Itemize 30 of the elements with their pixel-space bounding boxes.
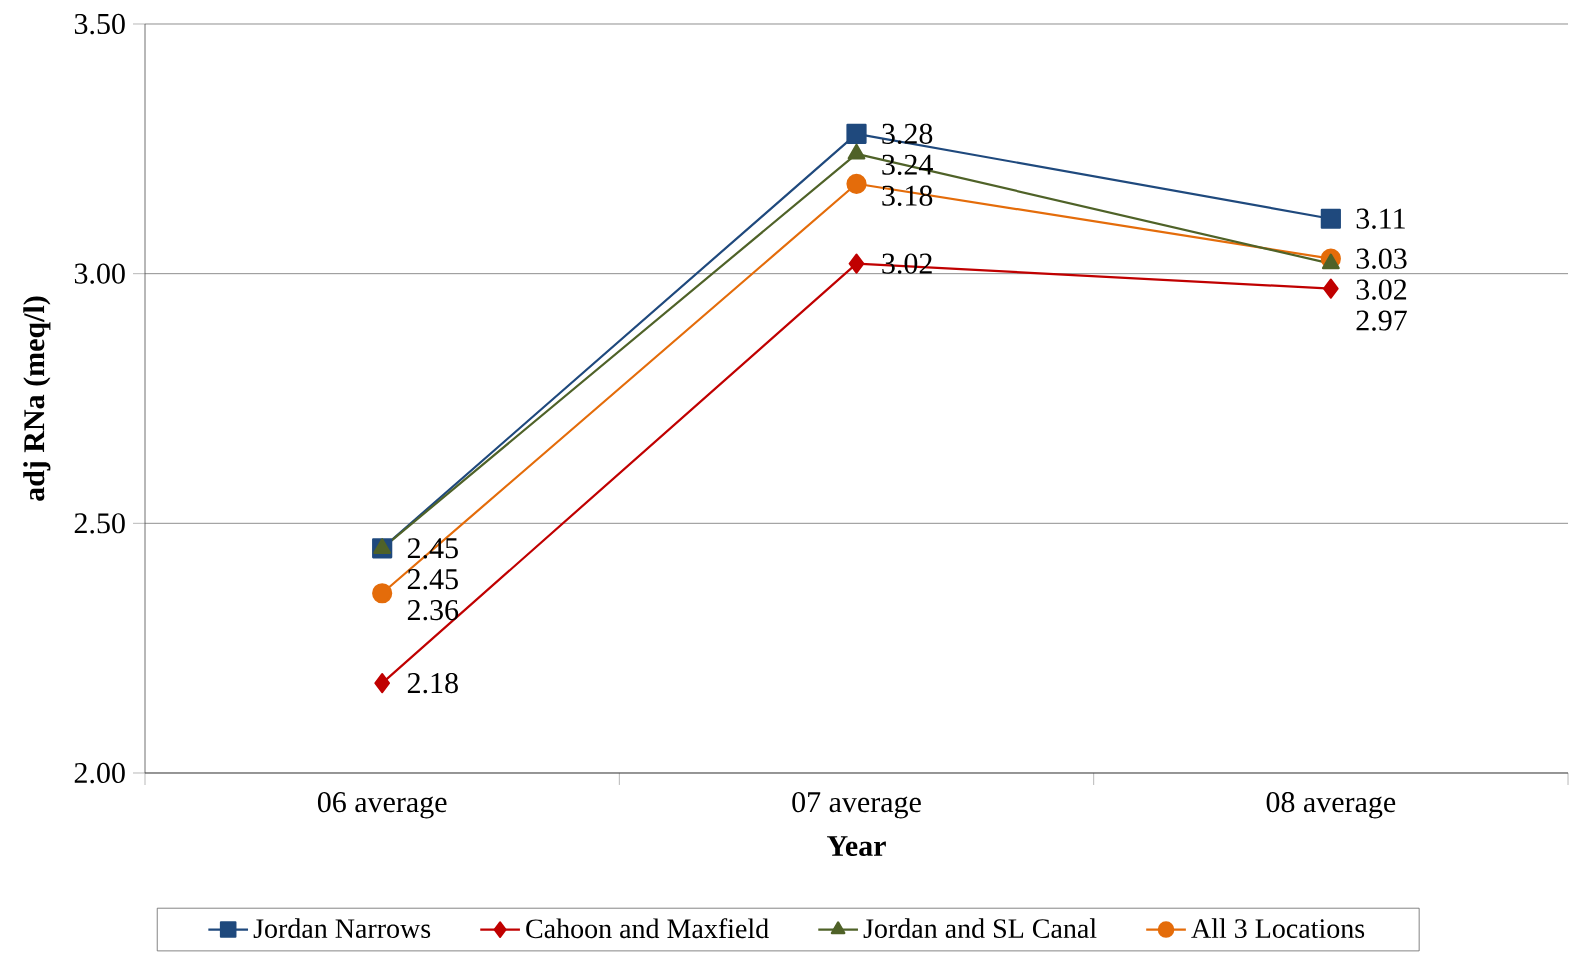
data-label: 3.28 — [882, 123, 933, 145]
point — [1322, 278, 1339, 299]
point — [374, 673, 391, 694]
legend-label: Jordan Narrows — [253, 918, 431, 939]
legend-label: All 3 Locations — [1191, 918, 1365, 939]
x-tick-label: 07 average — [792, 792, 921, 819]
data-label: 3.03 — [1356, 248, 1407, 269]
y-axis-title: adj RNa (meq/l) — [23, 296, 51, 501]
data-label: 3.02 — [1356, 279, 1407, 300]
x-tick-label: 06 average — [317, 792, 447, 819]
point — [1320, 208, 1341, 229]
y-tick-label: 2.50 — [74, 513, 125, 534]
data-label: 2.45 — [407, 569, 458, 590]
x-axis-title: Year — [827, 836, 886, 857]
data-label: 2.18 — [407, 672, 458, 694]
data-label: 2.36 — [407, 600, 459, 621]
point — [846, 123, 867, 144]
data-label: 2.97 — [1356, 310, 1407, 331]
y-tick-label: 2.00 — [74, 762, 125, 784]
data-label: 3.11 — [1356, 208, 1405, 229]
point — [1321, 253, 1340, 270]
point — [848, 253, 865, 274]
legend-label: Cahoon and Maxfield — [526, 918, 769, 939]
point — [846, 173, 867, 194]
x-tick-label: 08 average — [1266, 792, 1396, 819]
point — [847, 143, 866, 160]
y-tick-label: 3.00 — [74, 263, 125, 284]
legend-label: Jordan and SL Canal — [863, 918, 1097, 939]
point — [372, 583, 393, 604]
y-tick-label: 3.50 — [74, 13, 125, 35]
